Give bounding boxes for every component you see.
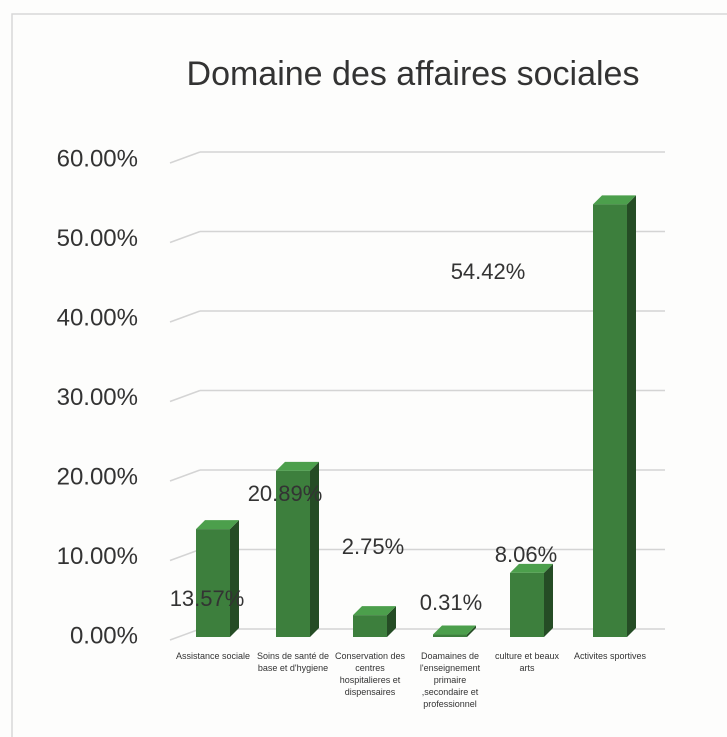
- y-tick-label: 30.00%: [57, 384, 138, 411]
- bar: [593, 204, 627, 637]
- y-tick-label: 10.00%: [57, 543, 138, 570]
- x-tick-label: culture et beaux arts: [494, 651, 560, 673]
- x-tick-label: Doamaines de l'enseignement primaire ,se…: [419, 651, 481, 709]
- grid-line: [169, 151, 201, 164]
- grid-line: [169, 628, 201, 641]
- bar-top: [353, 606, 396, 616]
- data-label: 2.75%: [342, 534, 404, 559]
- bar: [196, 529, 230, 637]
- data-label: 8.06%: [495, 542, 557, 567]
- y-tick-label: 50.00%: [57, 225, 138, 252]
- data-label: 20.89%: [248, 481, 323, 506]
- bar-top: [196, 520, 239, 530]
- x-tick-label: Activites sportives: [573, 651, 647, 661]
- chart-title: Domaine des affaires sociales: [187, 55, 640, 93]
- bar: [276, 470, 310, 637]
- bar-top: [593, 195, 636, 205]
- grid-line: [169, 230, 201, 244]
- grid-line: [169, 548, 201, 562]
- grid-line: [169, 389, 201, 403]
- bar-side: [467, 625, 476, 637]
- bar-top: [276, 461, 319, 471]
- y-tick-label: 60.00%: [57, 145, 138, 172]
- chart-frame: [11, 13, 727, 737]
- bar-top: [510, 563, 553, 573]
- bar-top: [433, 625, 476, 635]
- bar: [433, 634, 467, 637]
- grid-line: [169, 310, 201, 323]
- bar-side: [387, 606, 396, 637]
- data-label: 54.42%: [451, 259, 526, 284]
- x-tick-label: Soins de santé de base et d'hygiene: [256, 651, 330, 673]
- bar: [510, 572, 544, 637]
- bar-side: [544, 563, 553, 637]
- data-label: 0.31%: [420, 590, 482, 615]
- bar-side: [310, 461, 319, 637]
- x-tick-label: Assistance sociale: [175, 651, 251, 661]
- y-tick-label: 40.00%: [57, 304, 138, 331]
- y-tick-label: 20.00%: [57, 463, 138, 490]
- y-tick-label: 0.00%: [70, 622, 138, 649]
- bar: [353, 615, 387, 637]
- x-tick-label: Conservation des centres hospitalieres e…: [334, 651, 406, 697]
- data-label: 13.57%: [170, 586, 245, 611]
- bar-side: [627, 195, 636, 637]
- grid-line: [169, 469, 201, 482]
- bar-side: [230, 520, 239, 637]
